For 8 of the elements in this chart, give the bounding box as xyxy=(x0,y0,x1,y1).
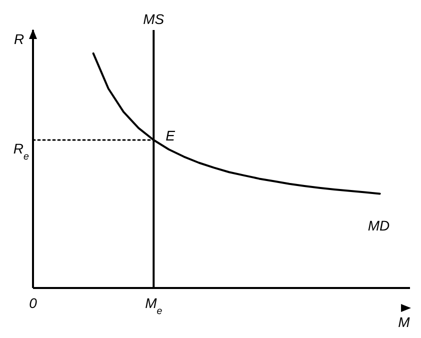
x-tick-label: M$_{e}$ xyxy=(145,295,163,316)
ref-line-label: MS xyxy=(143,11,165,27)
series-label: R$_{e}$ xyxy=(13,140,30,162)
x-tick-label: 0 xyxy=(29,295,38,311)
y-axis-title: R xyxy=(14,31,24,47)
annotation: E xyxy=(166,128,176,144)
series-label: MD xyxy=(368,217,390,234)
x-axis-title: M xyxy=(398,314,410,330)
